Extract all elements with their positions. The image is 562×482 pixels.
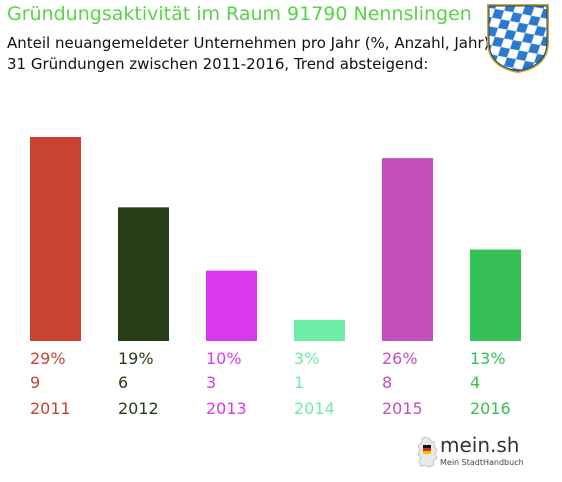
- count-label-2014: 1: [294, 373, 304, 392]
- bar-2012: [118, 207, 169, 341]
- chart-subtitle-line-2: 31 Gründungen zwischen 2011-2016, Trend …: [7, 55, 429, 73]
- mein-sh-logo[interactable]: mein.sh Mein StadtHandbuch: [413, 432, 525, 474]
- percent-label-2012: 19%: [118, 349, 154, 368]
- bar-2016: [470, 249, 521, 341]
- percent-label-2014: 3%: [294, 349, 319, 368]
- count-label-2011: 9: [30, 373, 40, 392]
- year-label-2012: 2012: [118, 399, 159, 418]
- bar-2011: [30, 137, 81, 341]
- year-label-2016: 2016: [470, 399, 511, 418]
- year-label-2015: 2015: [382, 399, 423, 418]
- bavaria-crest-icon: [487, 4, 549, 73]
- percent-label-2013: 10%: [206, 349, 242, 368]
- year-label-2011: 2011: [30, 399, 71, 418]
- bar-2013: [206, 270, 257, 341]
- chart-title: Gründungsaktivität im Raum 91790 Nennsli…: [7, 3, 472, 25]
- count-label-2016: 4: [470, 373, 480, 392]
- logo-tagline: Mein StadtHandbuch: [440, 458, 524, 467]
- year-label-2014: 2014: [294, 399, 335, 418]
- chart-subtitle-line-1: Anteil neuangemeldeter Unternehmen pro J…: [7, 34, 490, 52]
- count-label-2013: 3: [206, 373, 216, 392]
- bar-2014: [294, 319, 345, 341]
- bar-2015: [382, 158, 433, 341]
- count-label-2015: 8: [382, 373, 392, 392]
- percent-label-2015: 26%: [382, 349, 418, 368]
- percent-label-2011: 29%: [30, 349, 66, 368]
- logo-brand: mein.sh: [440, 433, 520, 457]
- year-label-2013: 2013: [206, 399, 247, 418]
- count-label-2012: 6: [118, 373, 128, 392]
- percent-label-2016: 13%: [470, 349, 506, 368]
- germany-map-icon: [417, 436, 438, 468]
